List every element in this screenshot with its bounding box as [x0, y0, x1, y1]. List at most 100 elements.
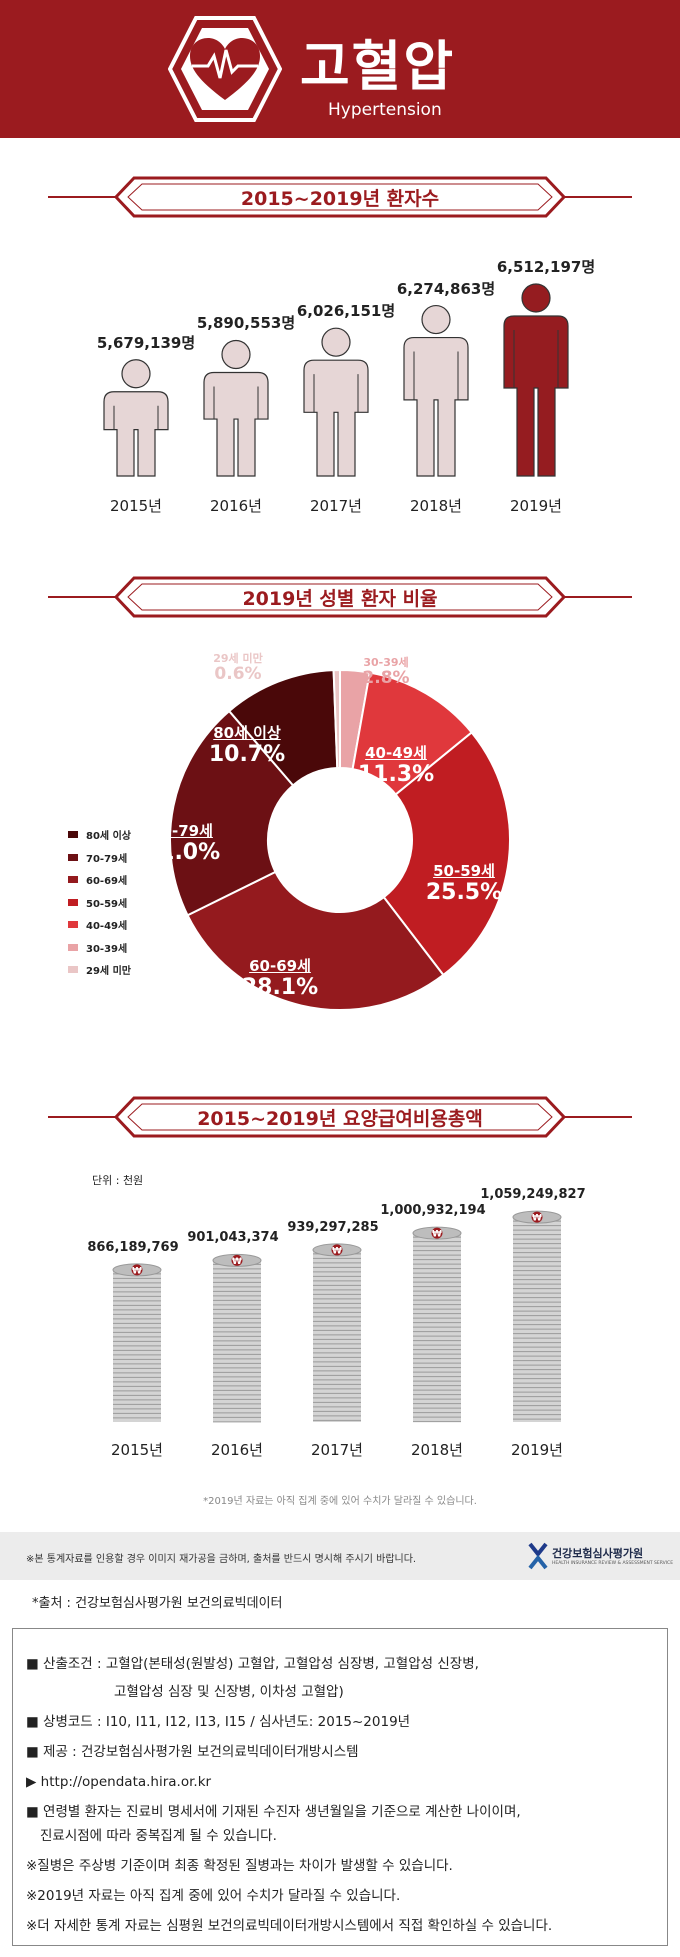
- patients-person-bar: [103, 359, 169, 477]
- cost-value-label: 1,059,249,827: [480, 1187, 586, 1203]
- patients-person-bar: [303, 327, 369, 477]
- note-link[interactable]: ▶ http://opendata.hira.or.kr: [26, 1774, 212, 1790]
- legend-item: 50-59세: [68, 895, 127, 910]
- age-slice: [382, 731, 511, 977]
- cost-coin-stack: ₩: [312, 1243, 362, 1422]
- org-name: 건강보험심사평가원: [552, 1547, 644, 1560]
- age-slice-label: 29세 미만: [213, 652, 263, 665]
- patients-person-bar: [203, 339, 269, 477]
- legend-label: 50-59세: [86, 898, 128, 910]
- age-slice: [186, 870, 445, 1011]
- cost-coin-stack: ₩: [512, 1210, 562, 1422]
- patients-year-label: 2019년: [510, 497, 562, 515]
- age-slice-label: 70-79세: [151, 822, 213, 840]
- patients-person-bar: [503, 283, 569, 477]
- note-line: ■ 산출조건 : 고혈압(본태성(원발성) 고혈압, 고혈압성 심장병, 고혈압…: [26, 1656, 479, 1672]
- note-line: ※더 자세한 통계 자료는 심평원 보건의료빅데이터개방시스템에서 직접 확인하…: [26, 1918, 553, 1934]
- note-line: ■ 상병코드 : I10, I11, I12, I13, I15 / 심사년도:…: [26, 1714, 411, 1730]
- cost-value-label: 1,000,932,194: [380, 1203, 486, 1219]
- patients-year-label: 2017년: [310, 497, 362, 515]
- legend-label: 60-69세: [86, 876, 128, 887]
- header-banner: [0, 0, 680, 138]
- age-slice-value: 2.8%: [362, 668, 410, 688]
- section-ribbon: [113, 176, 567, 218]
- age-slice-label: 30-39세: [363, 656, 409, 669]
- cost-coin-stack: ₩: [112, 1263, 162, 1422]
- cost-chart: ₩ ₩ ₩ ₩ ₩: [112, 1210, 562, 1423]
- note-line: ※질병은 주상병 기준이며 최종 확정된 질병과는 차이가 발생할 수 있습니다…: [26, 1858, 453, 1874]
- cost-year-label: 2018년: [411, 1441, 463, 1459]
- legend-label: 80세 이상: [86, 831, 131, 842]
- patients-person-bar: [403, 304, 469, 477]
- legend-item: 29세 미만: [68, 962, 131, 977]
- legend-item: 40-49세: [68, 917, 127, 932]
- patients-value-label: 5,890,553명: [196, 314, 296, 333]
- legend-swatch: [68, 853, 78, 861]
- age-slice: [169, 709, 295, 917]
- age-slice-value: 28.1%: [241, 975, 319, 1000]
- age-slice-label: 60-69세: [249, 957, 311, 975]
- org-subname: HEALTH INSURANCE REVIEW & ASSESSMENT SER…: [552, 1561, 674, 1566]
- legend-item: 80세 이상: [68, 827, 131, 842]
- legend-item: 70-79세: [68, 850, 127, 865]
- legend-swatch: [68, 831, 78, 838]
- section-ribbon: [113, 576, 567, 618]
- patients-value-label: 6,274,863명: [396, 279, 496, 298]
- cost-coin-stack: ₩: [212, 1253, 262, 1423]
- note-line: 진료시점에 따라 중복집계 될 수 있습니다.: [40, 1828, 277, 1844]
- legend-label: 30-39세: [86, 943, 128, 955]
- age-slice-value: 11.3%: [357, 762, 435, 787]
- cost-year-label: 2015년: [111, 1441, 163, 1459]
- cost-coin-stack: ₩: [412, 1226, 462, 1423]
- page-subtitle: Hypertension: [328, 100, 442, 120]
- legend-item: 60-69세: [68, 872, 127, 887]
- notes-list: ■ 산출조건 : 고혈압(본태성(원발성) 고혈압, 고혈압성 심장병, 고혈압…: [26, 1652, 666, 1938]
- patients-year-label: 2015년: [110, 497, 162, 515]
- notice-bar: [0, 1532, 680, 1580]
- won-icon: ₩: [232, 1257, 242, 1267]
- notes-box: [12, 1628, 668, 1946]
- age-slice-value: 10.7%: [208, 742, 286, 767]
- legend-item: 30-39세: [68, 940, 127, 955]
- cost-year-label: 2017년: [311, 1441, 363, 1459]
- cost-value-label: 939,297,285: [287, 1219, 379, 1235]
- page-title: 고혈압: [300, 35, 456, 98]
- age-slice: [332, 668, 341, 770]
- patients-year-label: 2016년: [210, 497, 262, 515]
- legend-label: 70-79세: [86, 853, 128, 865]
- age-slice-value: 21.0%: [143, 840, 221, 865]
- won-icon: ₩: [532, 1214, 542, 1224]
- patients-value-label: 6,026,151명: [296, 302, 396, 321]
- cost-year-label: 2016년: [211, 1441, 263, 1459]
- legend-label: 40-49세: [86, 921, 128, 932]
- won-icon: ₩: [332, 1246, 342, 1256]
- section-ribbon: [113, 1096, 567, 1138]
- cost-section-title: 2015~2019년 요양급여비용총액: [197, 1108, 483, 1130]
- patients-chart: [103, 283, 569, 477]
- legend-label: 29세 미만: [86, 966, 131, 977]
- legend-swatch: [68, 898, 78, 906]
- cost-year-label: 2019년: [511, 1441, 563, 1459]
- cost-value-label: 901,043,374: [187, 1230, 279, 1246]
- heart-logo-icon: [168, 16, 282, 122]
- legend-swatch: [68, 921, 78, 928]
- legend-swatch: [68, 876, 78, 883]
- patients-section-title: 2015~2019년 환자수: [240, 188, 440, 210]
- legend-swatch: [68, 966, 78, 973]
- age-slice-label: 80세 이상: [213, 724, 281, 742]
- note-line: 고혈압성 심장 및 신장병, 이차성 고혈압): [114, 1684, 344, 1700]
- age-slice-value: 25.5%: [425, 880, 503, 905]
- note-line: ※2019년 자료는 아직 집계 중에 있어 수치가 달라질 수 있습니다.: [26, 1888, 401, 1904]
- won-icon: ₩: [132, 1266, 142, 1276]
- hira-logo-icon: [528, 1542, 548, 1570]
- patients-value-label: 5,679,139명: [96, 333, 196, 352]
- source-text: *출처 : 건강보험심사평가원 보건의료빅데이터: [32, 1596, 283, 1611]
- cost-value-label: 866,189,769: [87, 1239, 179, 1255]
- age-section-title: 2019년 성별 환자 비율: [242, 588, 438, 610]
- legend-swatch: [68, 943, 78, 951]
- note-line: ■ 연령별 환자는 진료비 명세서에 기재된 수진자 생년월일을 기준으로 계산…: [26, 1804, 521, 1820]
- patients-value-label: 6,512,197명: [496, 257, 596, 276]
- age-donut-chart: [169, 668, 511, 1011]
- note-line: ■ 제공 : 건강보험심사평가원 보건의료빅데이터개방시스템: [26, 1744, 359, 1760]
- notice-text: ※본 통계자료를 인용할 경우 이미지 재가공을 금하며, 출처를 반드시 명시…: [26, 1554, 417, 1565]
